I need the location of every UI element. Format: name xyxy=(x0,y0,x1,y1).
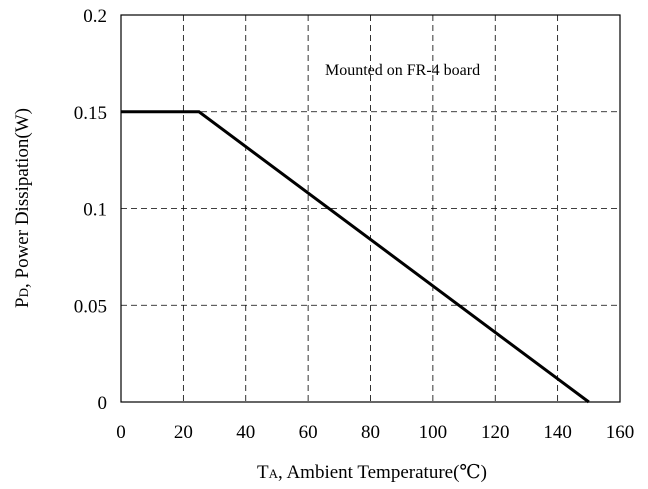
grid-lines xyxy=(121,15,620,402)
x-tick-label-0: 0 xyxy=(116,422,126,443)
x-tick-label-5: 100 xyxy=(419,422,448,443)
y-tick-label-2: 0.1 xyxy=(83,200,107,221)
x-tick-label-8: 160 xyxy=(606,422,635,443)
plot-frame xyxy=(120,14,621,403)
x-tick-label-1: 20 xyxy=(174,422,193,443)
x-tick-label-7: 140 xyxy=(543,422,572,443)
x-tick-label-4: 80 xyxy=(361,422,380,443)
x-tick-label-3: 60 xyxy=(299,422,318,443)
x-tick-labels: 0 20 40 60 80 100 120 140 160 xyxy=(116,422,634,443)
series-line-0 xyxy=(121,110,590,404)
y-axis-title: PD, Power Dissipation(W) xyxy=(12,108,33,308)
y-tick-label-3: 0.15 xyxy=(74,103,107,124)
y-tick-labels: 0 0.05 0.1 0.15 0.2 xyxy=(74,6,107,414)
series-layer xyxy=(121,110,590,404)
x-tick-label-6: 120 xyxy=(481,422,510,443)
annotation-mounted: Mounted on FR-4 board xyxy=(325,62,480,79)
x-axis-title: TA, Ambient Temperature(℃) xyxy=(257,462,487,483)
y-tick-label-0: 0 xyxy=(98,393,108,414)
y-tick-label-4: 0.2 xyxy=(83,6,107,27)
y-tick-label-1: 0.05 xyxy=(74,296,107,317)
x-tick-label-2: 40 xyxy=(236,422,255,443)
